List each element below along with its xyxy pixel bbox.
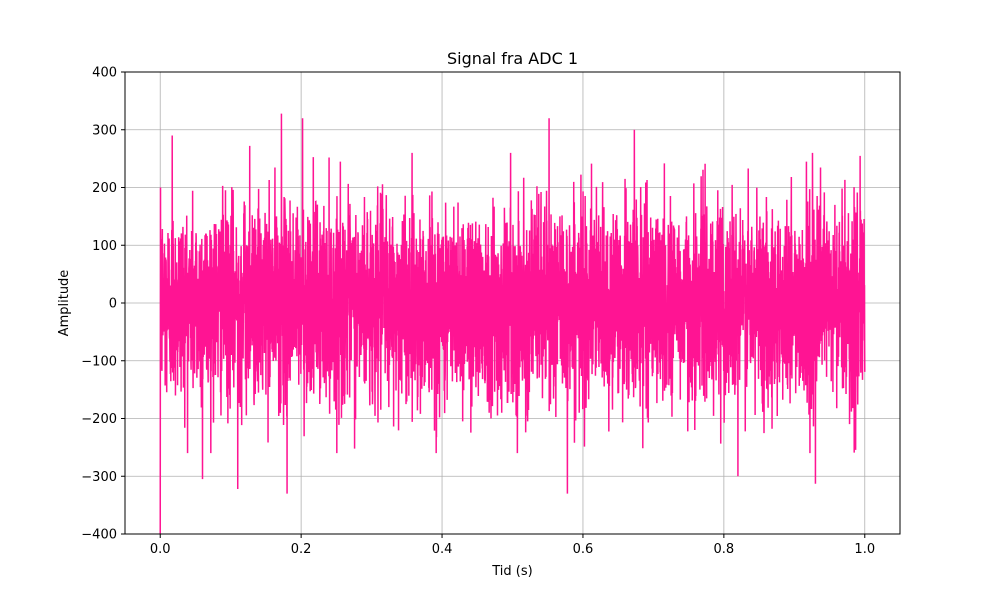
y-tick-label: 400	[92, 66, 117, 81]
x-tick-label: 0.8	[714, 542, 735, 557]
signal-line	[159, 113, 866, 535]
chart-title: Signal fra ADC 1	[447, 49, 578, 68]
y-tick-label: −100	[81, 354, 117, 369]
y-tick-label: −200	[81, 412, 117, 427]
x-tick-label: 0.4	[432, 542, 453, 557]
y-tick-label: −300	[81, 470, 117, 485]
x-tick-label: 0.2	[291, 542, 312, 557]
x-tick-label: 1.0	[854, 542, 875, 557]
y-tick-label: 300	[92, 123, 117, 138]
x-tick-label: 0.6	[573, 542, 594, 557]
y-axis-ticks: −400 −300 −200 −100 0 100 200 300 400	[81, 66, 125, 543]
x-tick-label: 0.0	[150, 542, 171, 557]
y-tick-label: 0	[109, 297, 117, 312]
x-axis-ticks: 0.0 0.2 0.4 0.6 0.8 1.0	[150, 534, 875, 557]
y-axis-label: Amplitude	[57, 270, 72, 337]
y-tick-label: 200	[92, 181, 117, 196]
y-tick-label: 100	[92, 239, 117, 254]
signal-series	[159, 113, 866, 535]
x-axis-label: Tid (s)	[491, 564, 532, 579]
y-tick-label: −400	[81, 528, 117, 543]
